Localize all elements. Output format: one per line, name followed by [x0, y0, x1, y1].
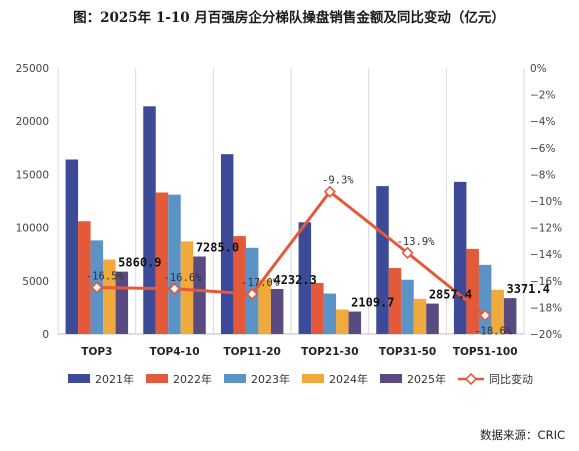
bar-2023年 [478, 264, 492, 334]
yoy-data-label: -13.9% [397, 236, 436, 248]
bar-2025年 [348, 311, 362, 334]
legend-swatch-2023年 [224, 374, 246, 383]
right-tick-label: −6% [530, 143, 555, 155]
bar-2024年 [413, 298, 427, 334]
bar-2024年 [336, 309, 349, 334]
legend-label: 2021年 [95, 372, 134, 386]
legend-label: 2025年 [407, 372, 446, 386]
grid-lines [57, 68, 525, 335]
left-tick-label: 10000 [16, 223, 49, 235]
right-tick-label: −10% [530, 196, 562, 208]
right-tick-label: −12% [530, 223, 562, 235]
bar-2025年 [193, 256, 206, 334]
right-tick-label: −8% [530, 169, 555, 181]
left-tick-label: 5000 [22, 276, 49, 288]
right-tick-label: 0% [530, 63, 547, 75]
bar-data-label: 3371.4 [506, 282, 549, 296]
chart-title: 图：2025年 1-10 月百强房企分梯队操盘销售金额及同比变动（亿元） [73, 9, 505, 26]
bar-2022年 [78, 221, 91, 334]
yoy-data-label: -17.0% [241, 277, 280, 289]
bar-2023年 [323, 293, 337, 334]
category-labels: TOP3 TOP4-10 TOP11-20 TOP21-30 TOP31-50 TOP51… [81, 346, 517, 358]
legend-swatch-2024年 [302, 374, 324, 383]
yoy-marker [479, 309, 492, 322]
bar-data-label: 5860.9 [118, 256, 161, 270]
bar-2024年 [491, 289, 504, 334]
bar-2021年 [376, 186, 389, 334]
category-label: TOP4-10 [149, 346, 199, 358]
legend-swatch-2025年 [380, 374, 402, 383]
legend-line-marker [464, 372, 478, 386]
bar-2021年 [453, 181, 467, 334]
legend-label: 2023年 [251, 372, 290, 386]
right-tick-label: −20% [530, 329, 562, 341]
yoy-data-label: -16.5% [86, 270, 125, 282]
yoy-marker [246, 288, 259, 301]
bar-2025年 [503, 298, 517, 334]
bar-2024年 [180, 241, 194, 334]
left-tick-label: 0 [42, 329, 49, 341]
left-tick-label: 15000 [16, 169, 49, 181]
bar-data-label: 2109.7 [351, 296, 394, 310]
category-label: TOP3 [81, 346, 112, 358]
yoy-marker [401, 246, 414, 259]
bar-data-label: 7285.0 [196, 240, 239, 254]
yoy-marker [90, 281, 103, 294]
bar-2024年 [103, 259, 116, 334]
bar-2022年 [466, 248, 479, 334]
right-axis: 0% −2% −4% −6% −8% −10% −12% −14% −16% −18% −20% [530, 63, 562, 341]
yoy-data-label: -9.3% [322, 175, 354, 187]
bar-2021年 [65, 159, 79, 334]
bar-2023年 [168, 194, 181, 334]
category-label: TOP21-30 [301, 346, 358, 358]
bar-2024年 [258, 279, 271, 334]
category-label: TOP51-100 [453, 346, 518, 358]
legend-swatch-2022年 [146, 374, 168, 383]
bar-2021年 [220, 154, 234, 334]
yoy-data-label: -18.6% [474, 325, 513, 337]
yoy-marker [323, 185, 336, 198]
legend-label: 同比变动 [489, 372, 533, 386]
category-label: TOP11-20 [223, 346, 280, 358]
bar-2022年 [388, 268, 402, 334]
bar-2021年 [143, 106, 156, 334]
left-tick-label: 25000 [16, 63, 49, 75]
yoy-line [90, 185, 492, 322]
yoy-marker [168, 282, 181, 295]
legend: 2021年 2022年 2023年 2024年 2025年 同比变动 [68, 372, 533, 386]
bar-2022年 [233, 236, 246, 334]
yoy-data-label: -16.6% [164, 272, 203, 284]
data-labels: 5860.9 7285.0 4232.3 2109.7 2857.4 3371.4 -16.… [86, 175, 550, 338]
bar-2021年 [298, 222, 312, 334]
category-label: TOP31-50 [379, 346, 436, 358]
bar-data-label: 4232.3 [273, 273, 316, 287]
right-tick-label: −16% [530, 276, 562, 288]
bar-data-label: 2857.4 [429, 288, 472, 302]
yoy-line-path [96, 189, 487, 317]
legend-label: 2024年 [329, 372, 368, 386]
right-tick-label: −4% [530, 116, 555, 128]
right-tick-label: −18% [530, 302, 562, 314]
right-tick-label: −14% [530, 249, 562, 261]
bar-2025年 [270, 288, 284, 334]
bar-2022年 [155, 192, 169, 334]
bar-2022年 [311, 282, 324, 334]
legend-swatch-2021年 [68, 374, 90, 383]
bar-2023年 [401, 279, 414, 334]
bars [65, 106, 517, 334]
bar-2025年 [426, 303, 439, 334]
legend-label: 2022年 [173, 372, 212, 386]
source-note: 数据来源：CRIC [480, 428, 565, 442]
left-axis: 0 5000 10000 15000 20000 25000 [16, 63, 49, 341]
right-tick-label: −2% [530, 90, 555, 102]
left-tick-label: 20000 [16, 116, 49, 128]
